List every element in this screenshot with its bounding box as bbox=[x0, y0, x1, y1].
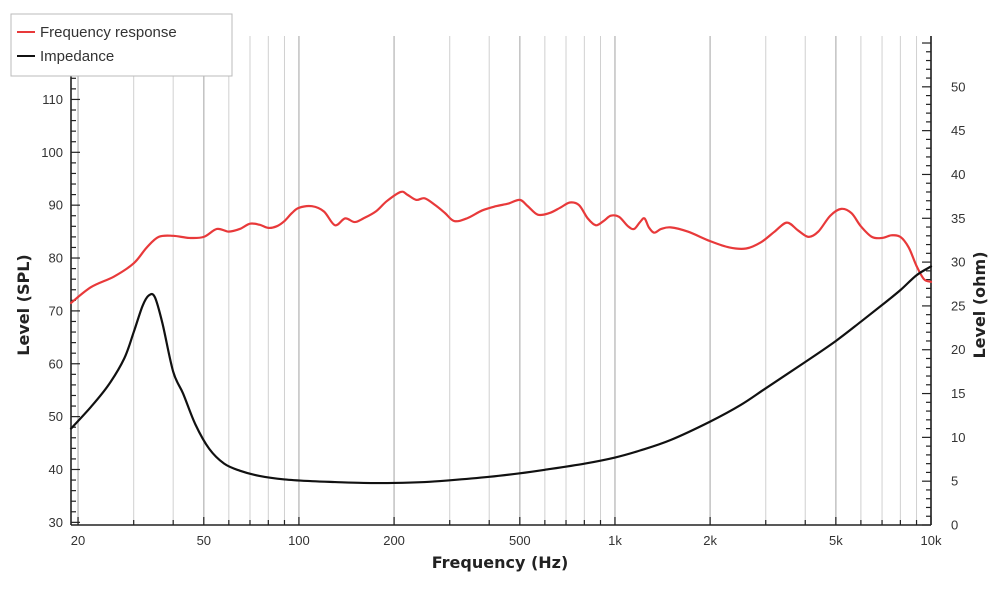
x-tick-label: 200 bbox=[383, 533, 405, 548]
y-axis-title: Level (SPL) bbox=[14, 254, 33, 355]
y-tick-label: 50 bbox=[49, 409, 63, 424]
legend-box bbox=[10, 13, 233, 77]
series-line-impedance bbox=[69, 265, 933, 485]
y2-tick-label: 5 bbox=[951, 474, 958, 489]
series-lines bbox=[69, 190, 933, 485]
y2-tick-label: 35 bbox=[951, 211, 965, 226]
grid bbox=[77, 36, 932, 525]
x-tick-label: 5k bbox=[829, 533, 843, 548]
tick-labels: 3040506070809010011012005101520253035404… bbox=[41, 39, 965, 548]
y-tick-label: 90 bbox=[49, 198, 63, 213]
axes bbox=[70, 36, 932, 526]
x-axis-title: Frequency (Hz) bbox=[432, 553, 569, 572]
y-tick-label: 30 bbox=[49, 515, 63, 530]
y-tick-label: 60 bbox=[49, 356, 63, 371]
y-tick-label: 100 bbox=[41, 145, 63, 160]
x-tick-label: 100 bbox=[288, 533, 310, 548]
y2-tick-label: 25 bbox=[951, 298, 965, 313]
y-tick-label: 110 bbox=[42, 92, 63, 107]
y2-tick-label: 40 bbox=[951, 167, 965, 182]
x-tick-label: 50 bbox=[197, 533, 211, 548]
legend: Frequency response Impedance bbox=[10, 13, 233, 77]
y2-tick-label: 30 bbox=[951, 255, 965, 270]
y2-tick-label: 45 bbox=[951, 123, 965, 138]
x-tick-label: 10k bbox=[921, 533, 942, 548]
x-tick-label: 2k bbox=[703, 533, 717, 548]
y2-tick-label: 10 bbox=[951, 430, 965, 445]
y-tick-label: 80 bbox=[49, 251, 63, 266]
series-line-frequency-response bbox=[69, 190, 933, 305]
y2-tick-label: 20 bbox=[951, 342, 965, 357]
legend-label-frequency-response: Frequency response bbox=[40, 24, 177, 41]
y-tick-label: 40 bbox=[49, 462, 63, 477]
x-tick-label: 1k bbox=[608, 533, 622, 548]
y-tick-label: 70 bbox=[49, 303, 63, 318]
tick-marks bbox=[71, 35, 932, 526]
legend-label-impedance: Impedance bbox=[40, 48, 114, 65]
y2-tick-label: 0 bbox=[951, 518, 958, 533]
y2-axis-title: Level (ohm) bbox=[970, 251, 989, 358]
y2-tick-label: 15 bbox=[951, 386, 965, 401]
x-tick-label: 500 bbox=[509, 533, 531, 548]
x-tick-label: 20 bbox=[71, 533, 85, 548]
y2-tick-label: 50 bbox=[951, 79, 965, 94]
